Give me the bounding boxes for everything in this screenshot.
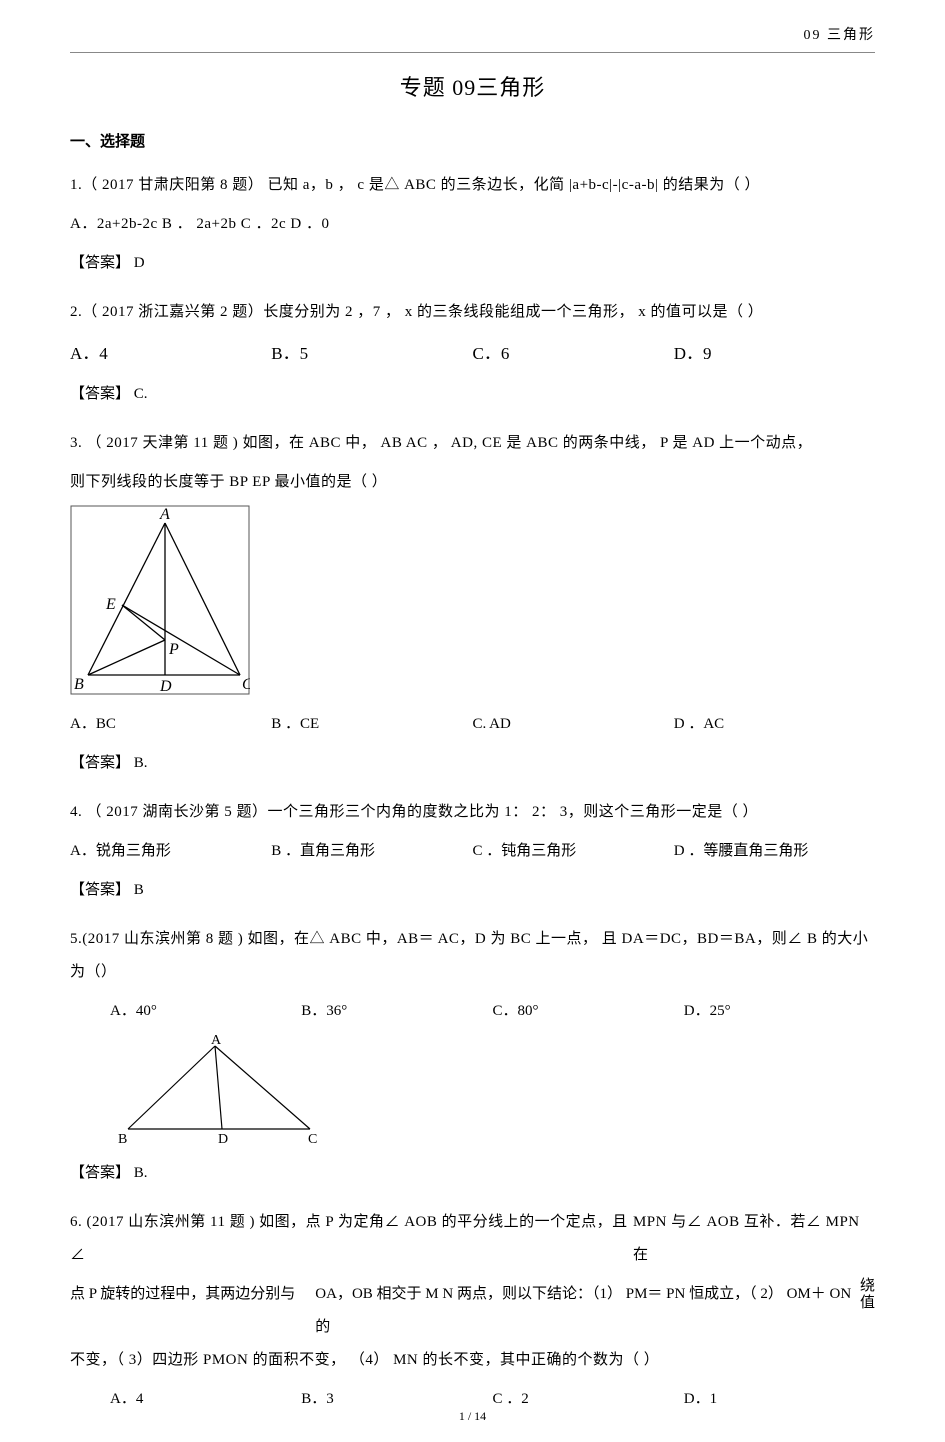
q6-line2-right: 绕 值 — [860, 1278, 875, 1311]
q6-line2-right-bot: 值 — [860, 1295, 875, 1312]
q6-line1: 6. (2017 山东滨州第 11 题 ) 如图，点 P 为定角∠ AOB 的平… — [70, 1206, 875, 1272]
q3-stem-1: 3. （ 2017 天津第 11 题 ) 如图，在 ABC 中， AB AC ，… — [70, 427, 875, 460]
q3-figure: A B C D E P — [70, 505, 875, 700]
q5-optA: A．40° — [110, 995, 301, 1028]
q2-answer: 【答案】 C. — [70, 378, 875, 411]
svg-text:D: D — [218, 1132, 228, 1144]
q4-optD: D ．等腰直角三角形 — [674, 835, 875, 868]
q2-optB: B．5 — [271, 335, 472, 372]
q5-optC: C．80° — [493, 995, 684, 1028]
header-rule — [70, 52, 875, 53]
svg-text:A: A — [211, 1034, 222, 1048]
q3-answer: 【答案】 B. — [70, 747, 875, 780]
q1-stem: 1.（ 2017 甘肃庆阳第 8 题） 已知 a，b ， c 是△ ABC 的三… — [70, 169, 875, 202]
svg-text:A: A — [159, 506, 170, 523]
triangle-icon: A B C D — [110, 1034, 330, 1144]
q4-optA: A．锐角三角形 — [70, 835, 271, 868]
q3-optC: C. AD — [473, 708, 674, 741]
q6-line1-right: MPN 与∠ AOB 互补．若∠ MPN 在 — [633, 1206, 875, 1272]
page: 09 三角形 专题 09三角形 一、选择题 1.（ 2017 甘肃庆阳第 8 题… — [0, 0, 945, 1442]
q6-line3: 不变，（ 3）四边形 PMON 的面积不变， （4） MN 的长不变，其中正确的… — [70, 1344, 875, 1377]
q4-answer: 【答案】 B — [70, 874, 875, 907]
q5-figure: A B C D — [70, 1034, 875, 1149]
q5-optB: B．36° — [301, 995, 492, 1028]
q4-optB: B ．直角三角形 — [271, 835, 472, 868]
q4-options: A．锐角三角形 B ．直角三角形 C ．钝角三角形 D ．等腰直角三角形 — [70, 835, 875, 868]
header-code: 09 — [804, 28, 822, 43]
q3-stem-2: 则下列线段的长度等于 BP EP 最小值的是（ ） — [70, 466, 875, 499]
triangle-icon: A B C D E P — [70, 505, 250, 695]
q5-optD: D．25° — [684, 995, 875, 1028]
svg-text:B: B — [118, 1132, 127, 1144]
q2-options: A．4 B．5 C．6 D．9 — [70, 335, 875, 372]
q6-line1-left: 6. (2017 山东滨州第 11 题 ) 如图，点 P 为定角∠ AOB 的平… — [70, 1206, 633, 1272]
q4-optC: C ．钝角三角形 — [473, 835, 674, 868]
q5-stem: 5.(2017 山东滨州第 8 题 ) 如图，在△ ABC 中，AB＝ AC，D… — [70, 923, 875, 989]
q5-answer: 【答案】 B. — [70, 1157, 875, 1190]
header-name: 三角形 — [827, 28, 875, 43]
q2-optA: A．4 — [70, 335, 271, 372]
q6-line2-left: 点 P 旋转的过程中，其两边分别与 — [70, 1278, 295, 1311]
q3-optA: A．BC — [70, 708, 271, 741]
q2-optD: D．9 — [674, 335, 875, 372]
q3-optB: B ．CE — [271, 708, 472, 741]
svg-text:E: E — [105, 596, 116, 613]
q6-line2: 点 P 旋转的过程中，其两边分别与 OA，OB 相交于 M N 两点，则以下结论… — [70, 1278, 875, 1344]
q2-stem: 2.（ 2017 浙江嘉兴第 2 题）长度分别为 2 ，7 ， x 的三条线段能… — [70, 296, 875, 329]
svg-text:P: P — [168, 641, 179, 658]
q1-answer: 【答案】 D — [70, 247, 875, 280]
q5-options: A．40° B．36° C．80° D．25° — [70, 995, 875, 1028]
q6-line2-right-top: 绕 — [860, 1278, 875, 1295]
q3-optD: D ．AC — [674, 708, 875, 741]
svg-text:C: C — [242, 676, 250, 693]
footer-total: 14 — [474, 1409, 486, 1423]
section-heading: 一、选择题 — [70, 130, 875, 151]
q3-options: A．BC B ．CE C. AD D ．AC — [70, 708, 875, 741]
q2-optC: C．6 — [473, 335, 674, 372]
q4-stem: 4. （ 2017 湖南长沙第 5 题）一个三角形三个内角的度数之比为 1： 2… — [70, 796, 875, 829]
page-header-right: 09 三角形 — [804, 24, 876, 44]
page-title: 专题 09三角形 — [70, 70, 875, 102]
svg-text:B: B — [74, 676, 84, 693]
svg-text:D: D — [159, 678, 172, 695]
q1-options: A．2a+2b-2c B ． 2a+2b C ．2c D ．0 — [70, 208, 875, 241]
footer-sep: / — [465, 1409, 474, 1423]
svg-text:C: C — [308, 1132, 317, 1144]
page-footer: 1 / 14 — [0, 1409, 945, 1424]
q6-line2-mid: OA，OB 相交于 M N 两点，则以下结论：（1） PM＝ PN 恒成立，（ … — [295, 1278, 860, 1344]
